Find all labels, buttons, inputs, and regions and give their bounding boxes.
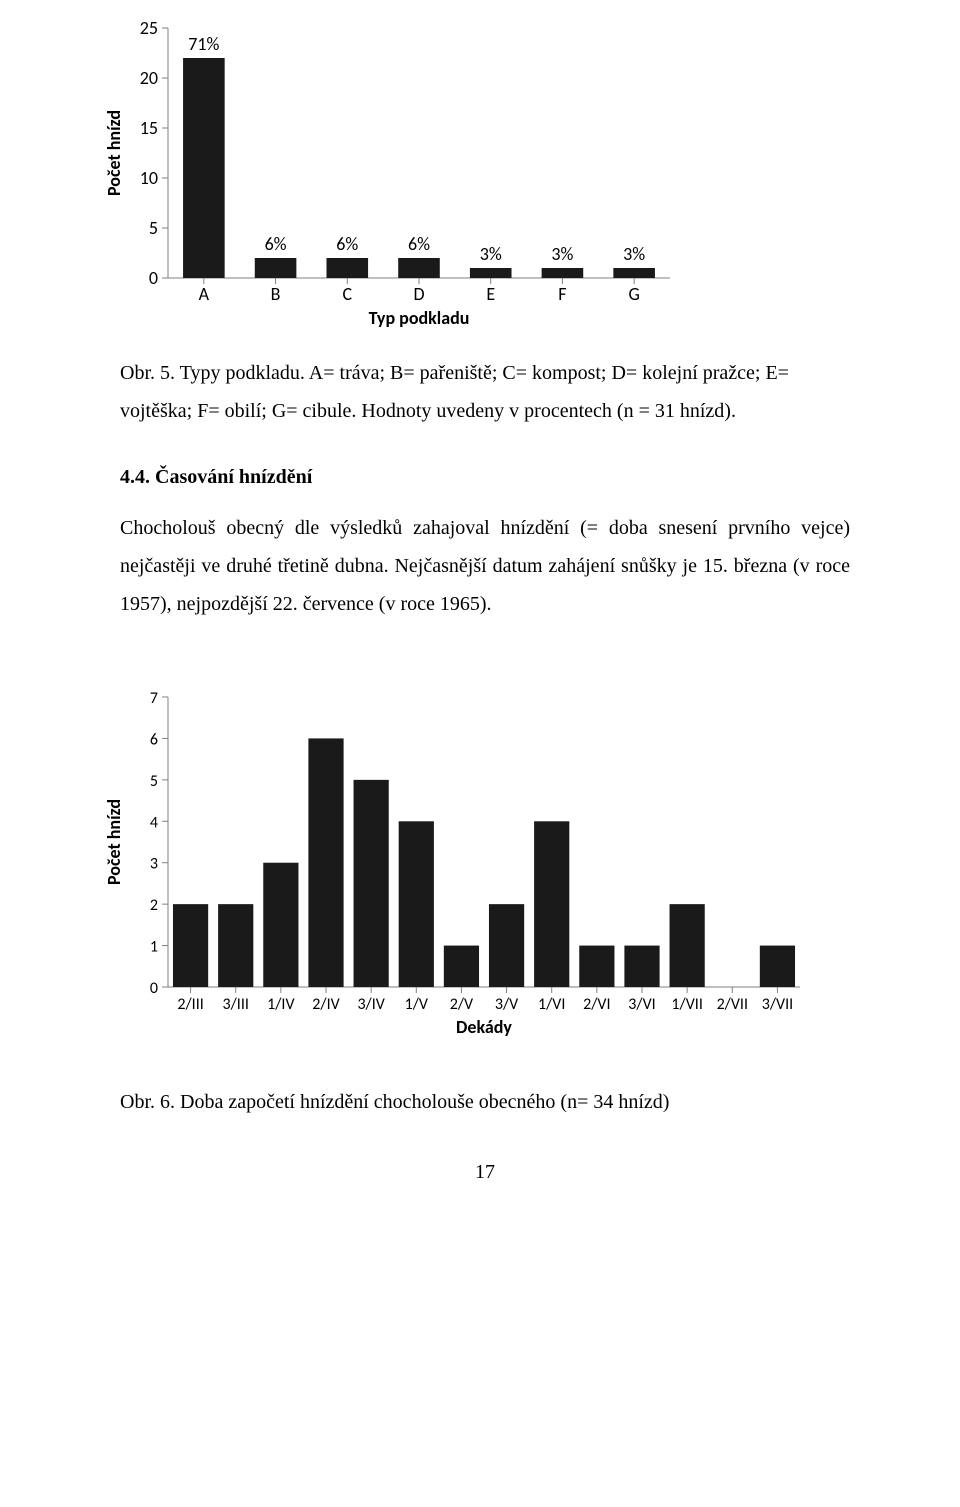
bar <box>579 946 614 987</box>
y-tick-label: 3 <box>150 855 158 874</box>
bar <box>613 268 655 278</box>
x-tick-label: G <box>628 283 639 305</box>
y-tick-label: 0 <box>150 979 158 998</box>
bar <box>183 58 225 278</box>
bar <box>399 821 434 987</box>
page: 0510152025A71%B6%C6%D6%E3%F3%G3%Počet hn… <box>0 0 960 1224</box>
page-number: 17 <box>120 1161 850 1184</box>
y-tick-label: 0 <box>149 267 158 289</box>
chart-1-svg: 0 5 10 15 20 25 A 71% B 6% C 6% D 6% E 3% F 3% G 3% Počet hn… <box>90 0 680 340</box>
y-tick-label: 6 <box>150 730 158 749</box>
x-tick-label: B <box>271 283 281 305</box>
x-tick-label: 3/III <box>223 995 249 1014</box>
x-tick-label: 1/V <box>405 995 429 1014</box>
y-tick-label: 2 <box>150 896 158 915</box>
x-axis-title: Typ podkladu <box>369 307 470 329</box>
bar <box>534 821 569 987</box>
bar <box>624 946 659 987</box>
y-tick-label: 4 <box>150 813 158 832</box>
x-tick-label: A <box>199 283 210 305</box>
y-axis-title: Počet hnízd <box>103 110 125 196</box>
x-tick-label: 2/IV <box>312 995 340 1014</box>
x-tick-label: 3/VI <box>628 995 655 1014</box>
x-tick-label: C <box>342 283 352 305</box>
bar <box>489 904 524 987</box>
bar <box>470 268 512 278</box>
bar-value-label: 71% <box>188 33 219 55</box>
x-tick-label: 3/VII <box>762 995 793 1014</box>
x-tick-label: 2/VI <box>583 995 610 1014</box>
y-tick-label: 5 <box>150 772 158 791</box>
x-tick-label: 3/IV <box>357 995 385 1014</box>
x-tick-label: 2/VII <box>717 995 748 1014</box>
figure-6-caption: Obr. 6. Doba započetí hnízdění chocholou… <box>120 1083 850 1121</box>
x-axis-title: Dekády <box>456 1016 512 1038</box>
chart-2: 0 1 2 3 4 5 6 7 2/III 3/III 1/IV 2/IV 3/IV 1/V 2/V 3/V 1… <box>90 683 850 1053</box>
y-tick-label: 1 <box>150 938 158 957</box>
y-tick-label: 20 <box>140 67 158 89</box>
x-tick-label: 2/V <box>450 995 474 1014</box>
x-tick-label: 2/III <box>177 995 203 1014</box>
chart-2-svg: 0 1 2 3 4 5 6 7 2/III 3/III 1/IV 2/IV 3/IV 1/V 2/V 3/V 1… <box>90 683 810 1053</box>
x-tick-label: 3/V <box>495 995 519 1014</box>
x-tick-label: D <box>413 283 424 305</box>
x-tick-label: E <box>486 283 495 305</box>
bar-value-label: 3% <box>551 243 573 265</box>
chart-bg <box>90 0 680 340</box>
bar <box>398 258 440 278</box>
bar <box>263 863 298 987</box>
body-paragraph: Chocholouš obecný dle výsledků zahajoval… <box>120 509 850 623</box>
section-heading: 4.4. Časování hnízdění <box>120 466 850 489</box>
y-tick-label: 10 <box>140 167 158 189</box>
bar <box>542 268 584 278</box>
bar-value-label: 3% <box>480 243 502 265</box>
bar <box>173 904 208 987</box>
x-tick-label: F <box>558 283 566 305</box>
figure-5-caption: Obr. 5. Typy podkladu. A= tráva; B= paře… <box>120 354 850 430</box>
y-tick-label: 7 <box>150 689 158 708</box>
bar-value-label: 6% <box>265 233 287 255</box>
bar <box>326 258 368 278</box>
bar-value-label: 6% <box>336 233 358 255</box>
bar <box>255 258 297 278</box>
bar <box>218 904 253 987</box>
bar <box>308 738 343 987</box>
y-tick-label: 5 <box>149 217 158 239</box>
y-tick-label: 15 <box>140 117 158 139</box>
bar <box>444 946 479 987</box>
x-tick-label: 1/VII <box>671 995 702 1014</box>
bar-value-label: 3% <box>623 243 645 265</box>
y-axis-title: Počet hnízd <box>103 799 125 885</box>
bar <box>670 904 705 987</box>
x-tick-label: 1/VI <box>538 995 565 1014</box>
bar <box>354 780 389 987</box>
bar-value-label: 6% <box>408 233 430 255</box>
chart-1: 0 5 10 15 20 25 A 71% B 6% C 6% D 6% E 3% F 3% G 3% Počet hn… <box>90 0 850 340</box>
x-tick-label: 1/IV <box>267 995 295 1014</box>
bar <box>760 946 795 987</box>
y-tick-label: 25 <box>140 17 158 39</box>
